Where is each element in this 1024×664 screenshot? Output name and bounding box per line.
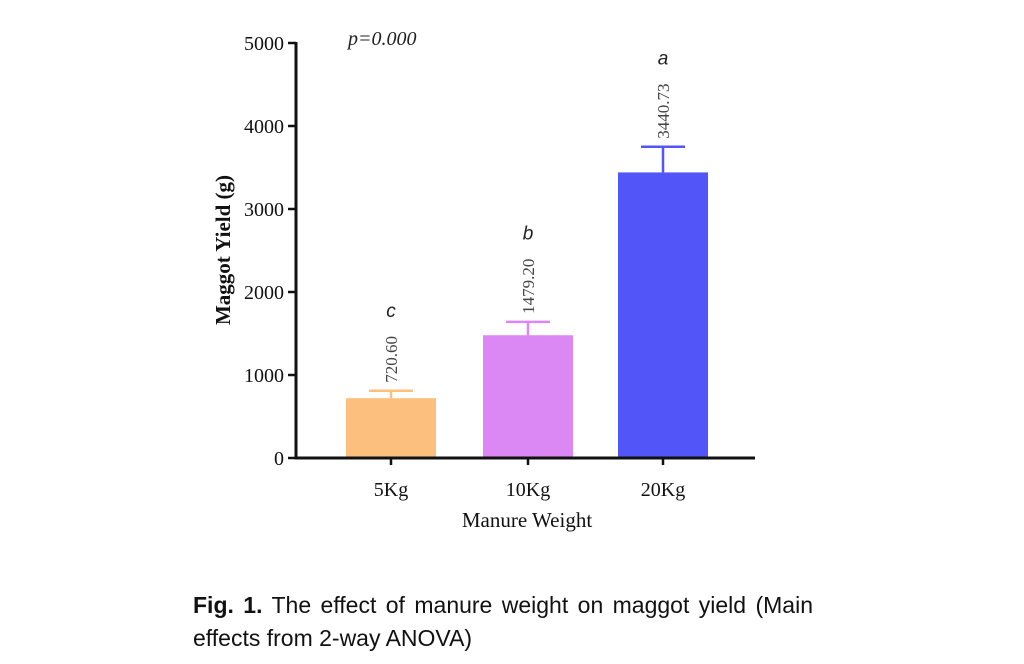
y-tick-label: 0: [274, 448, 284, 470]
value-label: 1479.20: [519, 259, 538, 314]
significance-letter: b: [523, 224, 534, 245]
y-tick-label: 2000: [244, 282, 284, 304]
figure-caption: Fig. 1. The effect of manure weight on m…: [193, 589, 813, 655]
bar-5Kg: [346, 398, 436, 458]
x-tick-label: 20Kg: [641, 479, 685, 501]
bar-10Kg: [483, 335, 573, 458]
caption-text: The effect of manure weight on maggot yi…: [193, 592, 813, 651]
figure-label: Fig. 1.: [193, 592, 263, 618]
y-axis-label: Maggot Yield (g): [211, 175, 235, 325]
y-tick-label: 1000: [244, 365, 284, 387]
significance-letter: a: [658, 49, 669, 70]
significance-letter: c: [386, 301, 396, 322]
bar-20Kg: [618, 172, 708, 458]
y-tick-label: 5000: [244, 33, 284, 55]
x-tick-label: 10Kg: [506, 479, 550, 501]
y-tick-label: 4000: [244, 116, 284, 138]
x-tick-label: 5Kg: [374, 479, 408, 501]
value-label: 720.60: [382, 336, 401, 383]
y-tick-label: 3000: [244, 199, 284, 221]
value-label: 3440.73: [654, 84, 673, 139]
bar-chart: 720.60 1479.20 3440.73 c b a 0 1000 2000 3000 40…: [211, 28, 755, 532]
x-axis-label: Manure Weight: [462, 508, 592, 532]
p-value-annotation: p=0.000: [346, 28, 417, 50]
